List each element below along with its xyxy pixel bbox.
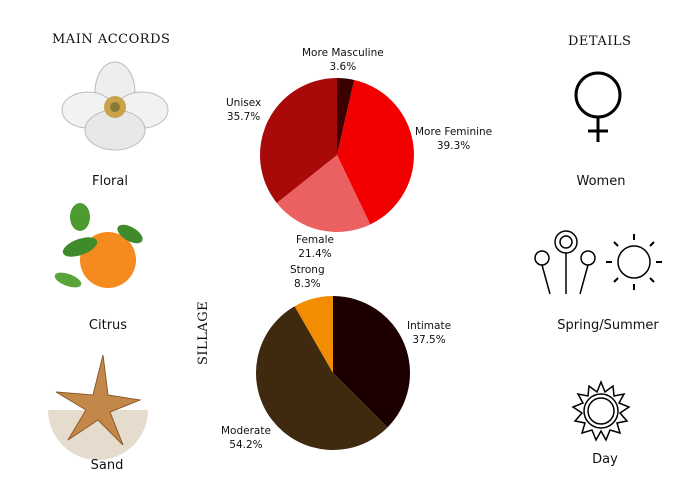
details-heading: DETAILS: [568, 34, 632, 49]
pie-slice-strong: [294, 296, 333, 373]
sillage-title: SILLAGE: [196, 300, 211, 365]
label-moderate: Moderate 54.2%: [221, 425, 271, 451]
accord-label-citrus: Citrus: [88, 318, 128, 333]
orange-fruit-icon: [54, 203, 143, 288]
detail-label-women: Women: [576, 174, 626, 189]
magnolia-flower-icon: [61, 61, 169, 151]
flowers-sun-icon: [534, 230, 662, 295]
label-female: Female 21.4%: [296, 234, 334, 260]
label-intimate: Intimate 37.5%: [407, 320, 452, 346]
detail-label-day: Day: [592, 452, 618, 467]
starfish-sand-icon: [48, 354, 148, 460]
main-accords-heading: MAIN ACCORDS: [52, 32, 171, 47]
female-symbol-icon: [574, 71, 622, 142]
pie-slice-female: [276, 155, 371, 232]
pie-slice-more-feminine: [337, 79, 414, 225]
label-more-feminine: More Feminine 39.3%: [415, 126, 493, 152]
pie-slice-unisex: [260, 78, 337, 203]
detail-label-season: Spring/Summer: [557, 318, 659, 333]
label-more-masculine: More Masculine 3.6%: [302, 47, 384, 73]
label-unisex: Unisex 35.7%: [226, 97, 262, 123]
pie-slice-moderate: [256, 306, 388, 450]
pie-slice-intimate: [333, 296, 411, 428]
pie-slice-more-masculine: [337, 78, 355, 155]
accord-label-floral: Floral: [92, 174, 128, 189]
sun-icon: [571, 379, 631, 442]
label-strong: Strong 8.3%: [290, 264, 325, 290]
accord-label-sand: Sand: [90, 458, 124, 473]
